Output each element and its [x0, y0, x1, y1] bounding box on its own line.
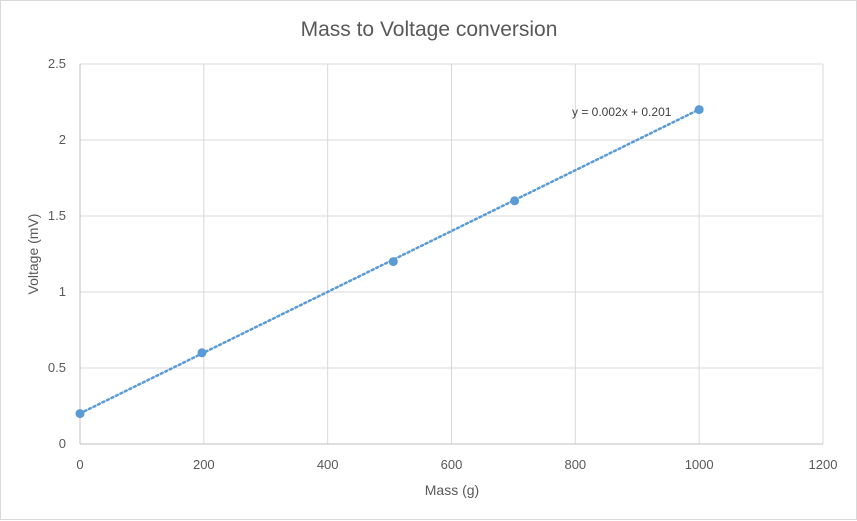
- data-points: [75, 105, 704, 419]
- trendline-equation: y = 0.002x + 0.201: [572, 105, 672, 119]
- y-axis-title: Voltage (mV): [25, 214, 41, 295]
- data-point-0-1: [197, 348, 207, 358]
- x-tick-label-6: 1200: [809, 457, 838, 472]
- x-tick-label-1: 200: [193, 457, 215, 472]
- data-point-0-2: [388, 257, 398, 267]
- chart-title: Mass to Voltage conversion: [301, 18, 558, 41]
- y-tick-label-2: 1: [59, 284, 66, 299]
- x-tick-label-0: 0: [76, 457, 83, 472]
- y-tick-label-0: 0: [59, 436, 66, 451]
- x-tick-label-3: 600: [441, 457, 463, 472]
- x-tick-label-5: 1000: [685, 457, 714, 472]
- y-tick-label-3: 1.5: [48, 208, 66, 223]
- tick-labels: 0 0.5 1 1.5 2 2.5 0 200 400 600 800 1000 1200: [48, 56, 838, 472]
- y-tick-label-1: 0.5: [48, 360, 66, 375]
- y-tick-label-4: 2: [59, 132, 66, 147]
- data-point-0-0: [75, 409, 85, 419]
- x-axis-title: Mass (g): [425, 482, 479, 498]
- gridlines: [80, 63, 824, 444]
- x-tick-label-2: 400: [317, 457, 339, 472]
- data-point-0-4: [694, 105, 704, 115]
- x-tick-label-4: 800: [564, 457, 586, 472]
- y-tick-label-5: 2.5: [48, 56, 66, 71]
- data-point-0-3: [510, 196, 520, 206]
- axes: [79, 64, 823, 445]
